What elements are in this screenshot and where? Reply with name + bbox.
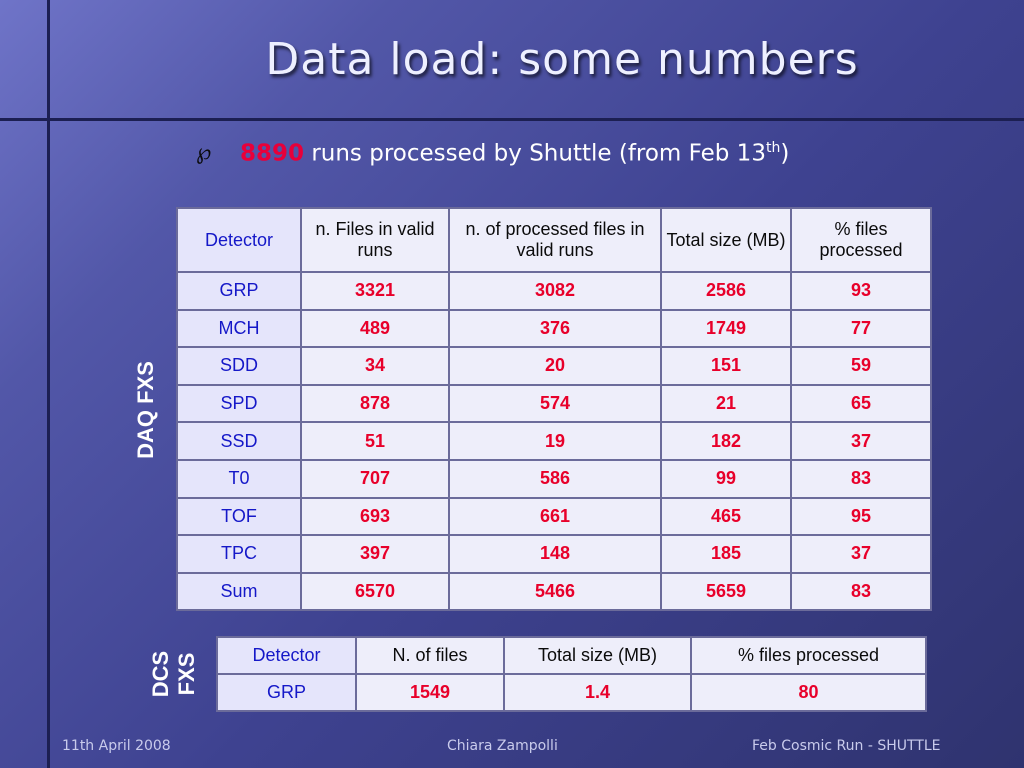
detector-cell: Sum bbox=[176, 571, 302, 612]
value-cell: 465 bbox=[660, 496, 792, 537]
table-row: SSD 51 19 182 37 bbox=[176, 421, 932, 461]
slide-title: Data load: some numbers bbox=[265, 34, 859, 85]
detector-cell: GRP bbox=[216, 673, 357, 712]
bullet-text: 8890 runs processed by Shuttle (from Feb… bbox=[240, 140, 789, 167]
table-row: SPD 878 574 21 65 bbox=[176, 383, 932, 424]
value-cell: 5466 bbox=[448, 571, 662, 612]
value-cell: 21 bbox=[660, 383, 792, 424]
value-cell: 83 bbox=[790, 571, 932, 612]
value-cell: 586 bbox=[448, 458, 662, 499]
table-row: Sum 6570 5466 5659 83 bbox=[176, 571, 932, 612]
horizontal-divider-line bbox=[0, 118, 1024, 121]
detector-cell: SPD bbox=[176, 383, 302, 424]
value-cell: 34 bbox=[300, 346, 450, 386]
vertical-divider-line bbox=[47, 0, 50, 768]
value-cell: 2586 bbox=[660, 271, 792, 311]
value-cell: 661 bbox=[448, 496, 662, 537]
table-header-row: Detector n. Files in valid runs n. of pr… bbox=[176, 207, 932, 273]
value-cell: 1.4 bbox=[503, 673, 692, 712]
detector-cell: MCH bbox=[176, 308, 302, 349]
table-row: T0 707 586 99 83 bbox=[176, 458, 932, 499]
bullet-text-sup: th bbox=[765, 140, 781, 156]
value-cell: 1549 bbox=[355, 673, 505, 712]
value-cell: 185 bbox=[660, 534, 792, 574]
value-cell: 3082 bbox=[448, 271, 662, 311]
header-detector: Detector bbox=[176, 207, 302, 273]
runs-count: 8890 bbox=[240, 140, 305, 167]
value-cell: 1749 bbox=[660, 308, 792, 349]
value-cell: 93 bbox=[790, 271, 932, 311]
dcs-fxs-label: DCS FXS bbox=[148, 634, 200, 714]
value-cell: 59 bbox=[790, 346, 932, 386]
footer-date: 11th April 2008 bbox=[62, 738, 171, 754]
value-cell: 99 bbox=[660, 458, 792, 499]
detector-cell: GRP bbox=[176, 271, 302, 311]
daq-fxs-table: Detector n. Files in valid runs n. of pr… bbox=[176, 207, 932, 612]
detector-cell: SSD bbox=[176, 421, 302, 461]
value-cell: 83 bbox=[790, 458, 932, 499]
value-cell: 151 bbox=[660, 346, 792, 386]
table-row: MCH 489 376 1749 77 bbox=[176, 308, 932, 349]
value-cell: 707 bbox=[300, 458, 450, 499]
value-cell: 77 bbox=[790, 308, 932, 349]
header-total-size: Total size (MB) bbox=[660, 207, 792, 273]
value-cell: 574 bbox=[448, 383, 662, 424]
header-total-size: Total size (MB) bbox=[503, 636, 692, 675]
value-cell: 19 bbox=[448, 421, 662, 461]
value-cell: 80 bbox=[690, 673, 927, 712]
value-cell: 182 bbox=[660, 421, 792, 461]
footer-event: Feb Cosmic Run - SHUTTLE bbox=[752, 738, 941, 754]
value-cell: 878 bbox=[300, 383, 450, 424]
header-n-files: N. of files bbox=[355, 636, 505, 675]
table-row: TPC 397 148 185 37 bbox=[176, 534, 932, 574]
detector-cell: T0 bbox=[176, 458, 302, 499]
bullet-text-main: runs processed by Shuttle (from Feb 13 bbox=[304, 140, 766, 167]
value-cell: 693 bbox=[300, 496, 450, 537]
table-row: GRP 1549 1.4 80 bbox=[216, 673, 927, 712]
value-cell: 3321 bbox=[300, 271, 450, 311]
dcs-fxs-table-body: GRP 1549 1.4 80 bbox=[216, 673, 927, 712]
table-header-row: Detector N. of files Total size (MB) % f… bbox=[216, 636, 927, 675]
bullet-text-end: ) bbox=[780, 140, 790, 167]
value-cell: 20 bbox=[448, 346, 662, 386]
value-cell: 397 bbox=[300, 534, 450, 574]
detector-cell: TPC bbox=[176, 534, 302, 574]
fxs-label: FXS bbox=[174, 652, 199, 696]
detector-cell: TOF bbox=[176, 496, 302, 537]
header-detector: Detector bbox=[216, 636, 357, 675]
value-cell: 51 bbox=[300, 421, 450, 461]
header-n-files: n. Files in valid runs bbox=[300, 207, 450, 273]
value-cell: 37 bbox=[790, 534, 932, 574]
value-cell: 6570 bbox=[300, 571, 450, 612]
value-cell: 5659 bbox=[660, 571, 792, 612]
table-row: TOF 693 661 465 95 bbox=[176, 496, 932, 537]
value-cell: 65 bbox=[790, 383, 932, 424]
dcs-label: DCS bbox=[148, 650, 173, 698]
bullet-icon: ℘ bbox=[196, 140, 212, 165]
table-row: SDD 34 20 151 59 bbox=[176, 346, 932, 386]
table-row: GRP 3321 3082 2586 93 bbox=[176, 271, 932, 311]
header-percent-processed: % files processed bbox=[690, 636, 927, 675]
dcs-fxs-table: Detector N. of files Total size (MB) % f… bbox=[216, 636, 927, 712]
daq-fxs-table-body: GRP 3321 3082 2586 93 MCH 489 376 1749 77 SDD 34 20 1… bbox=[176, 271, 932, 612]
daq-fxs-label: DAQ FXS bbox=[133, 361, 158, 459]
header-percent-processed: % files processed bbox=[790, 207, 932, 273]
footer-author: Chiara Zampolli bbox=[447, 738, 558, 754]
value-cell: 376 bbox=[448, 308, 662, 349]
detector-cell: SDD bbox=[176, 346, 302, 386]
value-cell: 95 bbox=[790, 496, 932, 537]
value-cell: 489 bbox=[300, 308, 450, 349]
header-processed-files: n. of processed files in valid runs bbox=[448, 207, 662, 273]
value-cell: 148 bbox=[448, 534, 662, 574]
value-cell: 37 bbox=[790, 421, 932, 461]
